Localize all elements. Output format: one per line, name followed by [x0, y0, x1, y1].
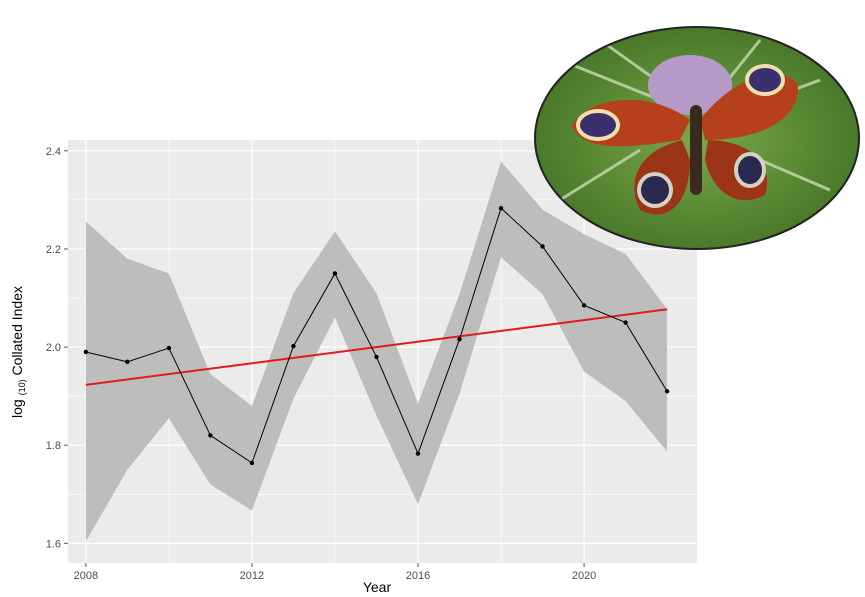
data-point	[623, 320, 628, 325]
data-point	[332, 271, 338, 276]
data-point	[374, 354, 379, 360]
trend-line	[85, 308, 668, 386]
data-point	[540, 244, 545, 249]
y-tick-label: 1.8	[46, 440, 61, 452]
data-point	[249, 460, 255, 466]
data-point	[83, 349, 89, 355]
data-point	[125, 359, 130, 365]
butterfly-photo	[534, 26, 860, 250]
y-axis-title-log: log	[9, 399, 25, 418]
x-tick-label: 2008	[74, 570, 98, 582]
data-point	[415, 451, 421, 456]
y-tick-label: 1.6	[46, 538, 61, 550]
data-point	[498, 206, 504, 211]
x-axis-title: Year	[363, 579, 392, 595]
x-tick-label: 2012	[240, 570, 264, 582]
y-axis-title-sub: (10)	[17, 379, 27, 395]
confidence-band	[85, 161, 668, 542]
data-point	[166, 345, 172, 351]
x-tick-label: 2020	[572, 570, 596, 582]
data-point	[208, 433, 213, 438]
data-point	[581, 303, 587, 308]
x-tick-label: 2016	[406, 570, 430, 582]
y-tick-label: 2.2	[46, 244, 61, 256]
data-point	[291, 343, 296, 349]
data-point	[457, 337, 462, 342]
y-tick-label: 2.4	[46, 146, 61, 158]
y-tick-label: 2.0	[46, 342, 61, 354]
data-point	[664, 389, 670, 394]
y-axis-title-rest: Collated Index	[9, 286, 25, 376]
y-axis-title: log (10) Collated Index	[9, 286, 27, 418]
